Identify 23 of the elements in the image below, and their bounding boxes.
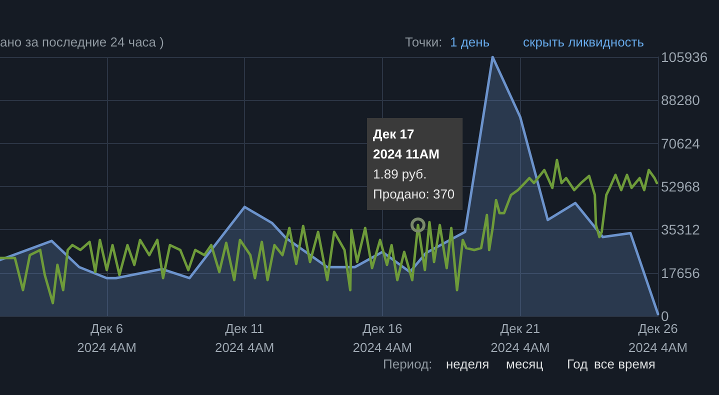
text: месяц — [506, 356, 544, 372]
y-tick-label: 70624 — [661, 135, 700, 152]
x-tick-label: Дек 21 2024 4AM — [490, 321, 550, 355]
text: Точки: — [405, 34, 442, 50]
text: 1 день — [450, 34, 490, 50]
x-tick-label: Дек 26 2024 4AM — [628, 321, 688, 355]
y-tick-label: 105936 — [661, 49, 708, 65]
y-tick-label: 17656 — [661, 264, 700, 281]
text: Период: — [383, 356, 432, 372]
y-tick-label: 35312 — [661, 222, 700, 238]
y-tick-label: 88280 — [661, 92, 700, 108]
text: Год — [567, 356, 588, 372]
annotation: Дек 17 2024 11AM 1.89 руб. Продано: 370 — [372, 126, 455, 202]
x-tick-label: Дек 6 2024 4AM — [77, 321, 136, 355]
line-series — [0, 158, 658, 304]
text: неделя — [446, 356, 490, 372]
text: все время — [594, 356, 656, 372]
text: скрыть ликвидность — [523, 34, 644, 50]
text: ано за последние 24 часа ) — [0, 34, 164, 50]
y-tick-label: 0 — [661, 308, 669, 324]
y-tick-label: 52968 — [661, 178, 700, 194]
x-tick-label: Дек 16 2024 4AM — [352, 321, 412, 355]
x-tick-label: Дек 11 2024 4AM — [214, 321, 274, 355]
